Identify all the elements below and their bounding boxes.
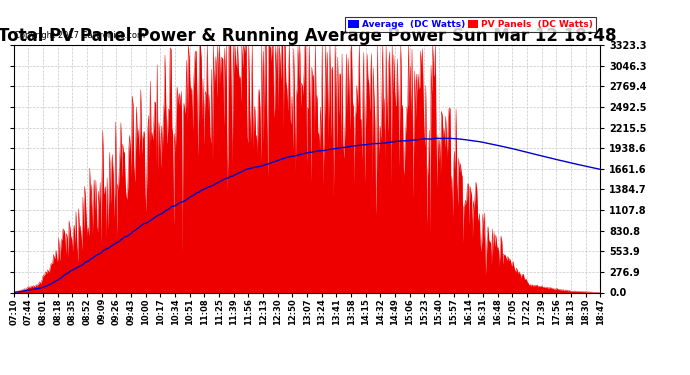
Legend: Average  (DC Watts), PV Panels  (DC Watts): Average (DC Watts), PV Panels (DC Watts) xyxy=(346,17,595,32)
Title: Total PV Panel Power & Running Average Power Sun Mar 12 18:48: Total PV Panel Power & Running Average P… xyxy=(0,27,616,45)
Text: Copyright 2017 Cartronics.com: Copyright 2017 Cartronics.com xyxy=(14,31,145,40)
